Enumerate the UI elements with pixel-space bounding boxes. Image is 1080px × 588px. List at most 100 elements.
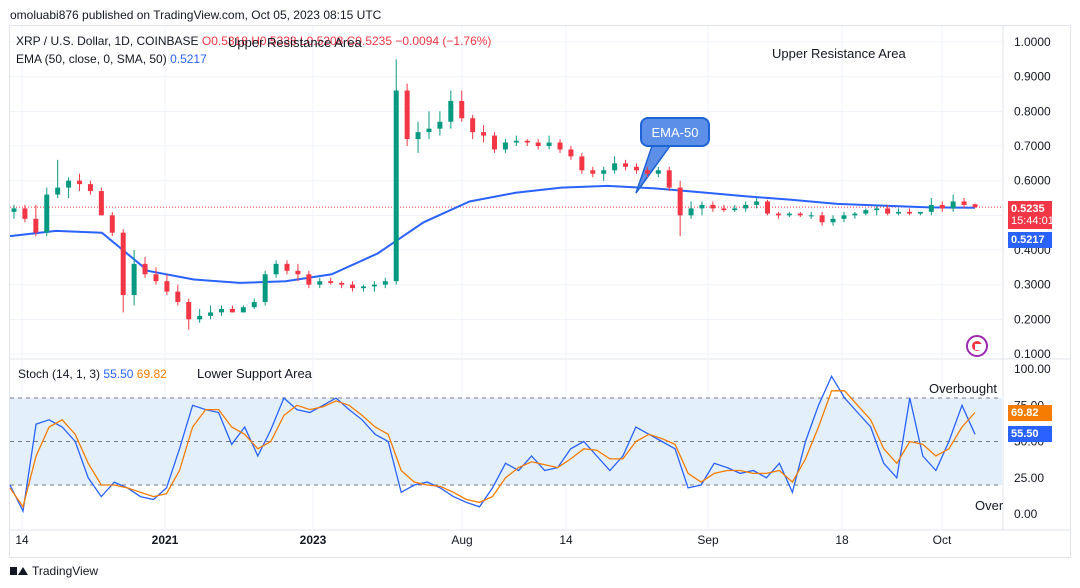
stoch-d-value: 69.82 — [136, 367, 167, 381]
candle — [44, 187, 50, 237]
candle-body — [142, 263, 148, 275]
candle-body — [655, 170, 661, 174]
flag-icon[interactable] — [966, 335, 988, 357]
candle — [535, 139, 541, 150]
price-tick-label: 0.7000 — [1014, 139, 1051, 153]
candle — [284, 260, 290, 275]
candle — [524, 139, 530, 146]
candle — [699, 201, 705, 216]
candle — [382, 277, 388, 289]
ema-callout: EMA-50 — [640, 117, 710, 147]
candle — [66, 177, 72, 198]
candle-body — [208, 312, 214, 316]
candle — [22, 204, 28, 223]
last-price-value: 0.5235 — [1011, 203, 1045, 215]
candle — [120, 229, 126, 313]
candle — [426, 111, 432, 140]
time-tick-label: 2023 — [300, 533, 327, 547]
candle — [437, 111, 443, 136]
candle-body — [382, 281, 388, 285]
candle-body — [546, 142, 552, 146]
candle — [218, 305, 224, 316]
candle — [917, 211, 923, 216]
candle — [131, 250, 137, 306]
candle — [623, 159, 629, 171]
candle-body — [153, 274, 159, 282]
candle-body — [273, 263, 279, 275]
candle-body — [896, 211, 902, 214]
candle — [863, 208, 869, 216]
candle — [470, 114, 476, 140]
candle — [688, 201, 694, 219]
candle — [710, 201, 716, 212]
candle — [459, 90, 465, 122]
candle — [98, 187, 104, 216]
candle-body — [961, 201, 967, 205]
candle — [961, 198, 967, 209]
candle-body — [251, 302, 257, 308]
ema50-line — [9, 184, 976, 284]
footer-brand: TradingView — [32, 564, 99, 578]
candle-body — [360, 286, 366, 289]
candle-body — [87, 184, 93, 192]
candle-body — [568, 149, 574, 157]
candle-body — [77, 180, 83, 185]
stoch-d-tag-value: 69.82 — [1011, 407, 1039, 419]
stoch-tick-label: 100.00 — [1014, 362, 1051, 376]
publisher-attribution: omoluabi876 published on TradingView.com… — [10, 8, 382, 22]
time-tick-label: Sep — [697, 533, 719, 547]
candle — [513, 135, 519, 146]
candle — [87, 180, 93, 195]
price-tick-label: 0.8000 — [1014, 104, 1051, 118]
candle-body — [448, 100, 454, 122]
candle — [743, 201, 749, 212]
candle — [404, 83, 410, 146]
symbol-legend: XRP / U.S. Dollar, 1D, COINBASE O0.5318 … — [16, 34, 491, 48]
candle — [808, 211, 814, 219]
candle-body — [917, 211, 923, 214]
candle — [950, 194, 956, 212]
candle — [852, 211, 858, 219]
candle-body — [164, 281, 170, 292]
candle — [874, 204, 880, 216]
candle — [906, 208, 912, 216]
candle — [765, 199, 771, 216]
tradingview-logo-icon — [10, 565, 28, 577]
stoch-k-tag-value: 55.50 — [1011, 428, 1039, 440]
stoch-k-value: 55.50 — [103, 367, 134, 381]
stoch-k-line — [9, 374, 976, 514]
candle-body — [470, 118, 476, 133]
candle-body — [415, 132, 421, 140]
candle — [371, 281, 377, 292]
time-tick-label: 18 — [835, 533, 849, 547]
candle-body — [819, 215, 825, 223]
candle — [251, 298, 257, 309]
candle-body — [284, 263, 290, 271]
candle — [77, 173, 83, 192]
candle-body — [743, 204, 749, 209]
candle-body — [950, 201, 956, 209]
footer: TradingView — [10, 564, 98, 578]
candle — [208, 305, 214, 320]
candle-body — [601, 170, 607, 174]
candle — [568, 146, 574, 160]
candle — [775, 211, 781, 219]
time-tick-label: 2021 — [152, 533, 179, 547]
candle — [481, 125, 487, 143]
candle-body — [972, 204, 978, 208]
candle — [11, 204, 17, 219]
stoch-tick-label: 0.00 — [1014, 507, 1038, 521]
candle-body — [295, 270, 301, 275]
candle-body — [579, 156, 585, 171]
candle-body — [229, 308, 235, 313]
candle — [655, 166, 661, 178]
candle — [546, 135, 552, 150]
candle-body — [186, 302, 192, 320]
candle-body — [109, 215, 115, 233]
candle-body — [939, 204, 945, 209]
candle — [186, 298, 192, 330]
candle-body — [699, 204, 705, 209]
candle-body — [688, 208, 694, 216]
candle — [415, 121, 421, 153]
candle-body — [633, 166, 639, 171]
